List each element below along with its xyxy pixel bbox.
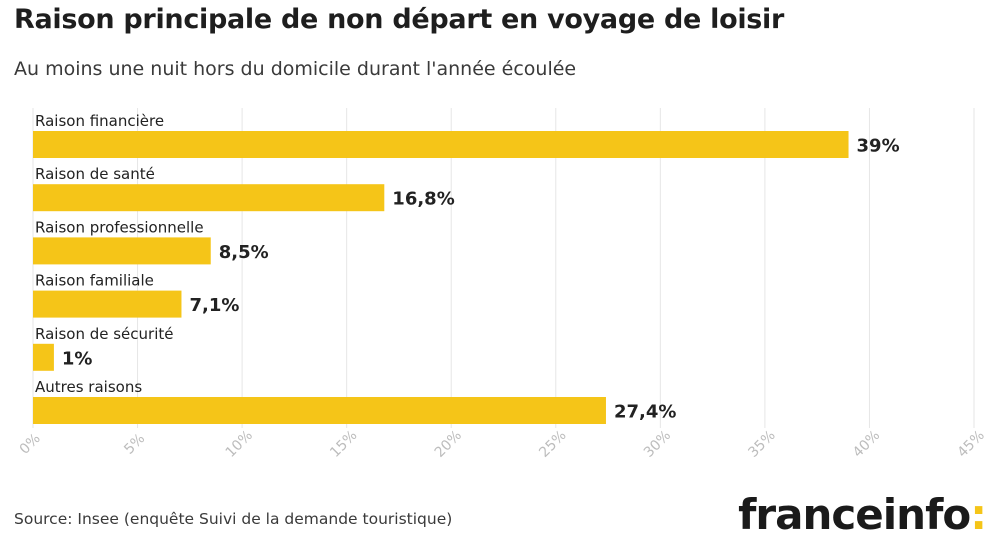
bar	[33, 343, 54, 371]
category-label: Raison familiale	[35, 272, 154, 290]
value-label: 39%	[857, 136, 900, 157]
value-label: 8,5%	[219, 242, 269, 263]
logo-text: franceinfo	[738, 490, 971, 539]
x-tick-label: 40%	[850, 428, 883, 461]
x-tick-label: 15%	[327, 428, 360, 461]
value-label: 1%	[62, 348, 93, 369]
source-note: Source: Insee (enquête Suivi de la deman…	[14, 510, 453, 528]
x-tick-label: 0%	[17, 431, 44, 458]
category-label: Raison financière	[35, 112, 164, 130]
bar	[33, 131, 849, 158]
category-label: Raison professionnelle	[35, 218, 204, 236]
category-label: Autres raisons	[35, 378, 142, 396]
x-tick-label: 35%	[745, 428, 778, 461]
x-tick-label: 45%	[955, 428, 988, 461]
category-label: Raison de santé	[35, 165, 155, 183]
franceinfo-logo: franceinfo:	[738, 490, 987, 539]
value-label: 27,4%	[614, 402, 676, 423]
chart-title: Raison principale de non départ en voyag…	[14, 4, 785, 35]
value-label: 16,8%	[392, 189, 454, 210]
value-label: 7,1%	[189, 295, 239, 316]
bar	[33, 184, 385, 212]
x-tick-label: 5%	[121, 431, 148, 458]
bar	[33, 290, 182, 318]
chart-subtitle: Au moins une nuit hors du domicile duran…	[14, 58, 577, 80]
category-label: Raison de sécurité	[35, 325, 173, 343]
x-tick-label: 25%	[536, 428, 569, 461]
bar	[33, 237, 211, 265]
logo-accent: :	[970, 490, 987, 539]
bar	[33, 397, 606, 424]
x-tick-label: 10%	[223, 428, 256, 461]
x-tick-label: 30%	[641, 428, 674, 461]
x-tick-label: 20%	[432, 428, 465, 461]
bar-chart: Raison financière 39% Raison de santé 16,8%…	[17, 108, 988, 461]
